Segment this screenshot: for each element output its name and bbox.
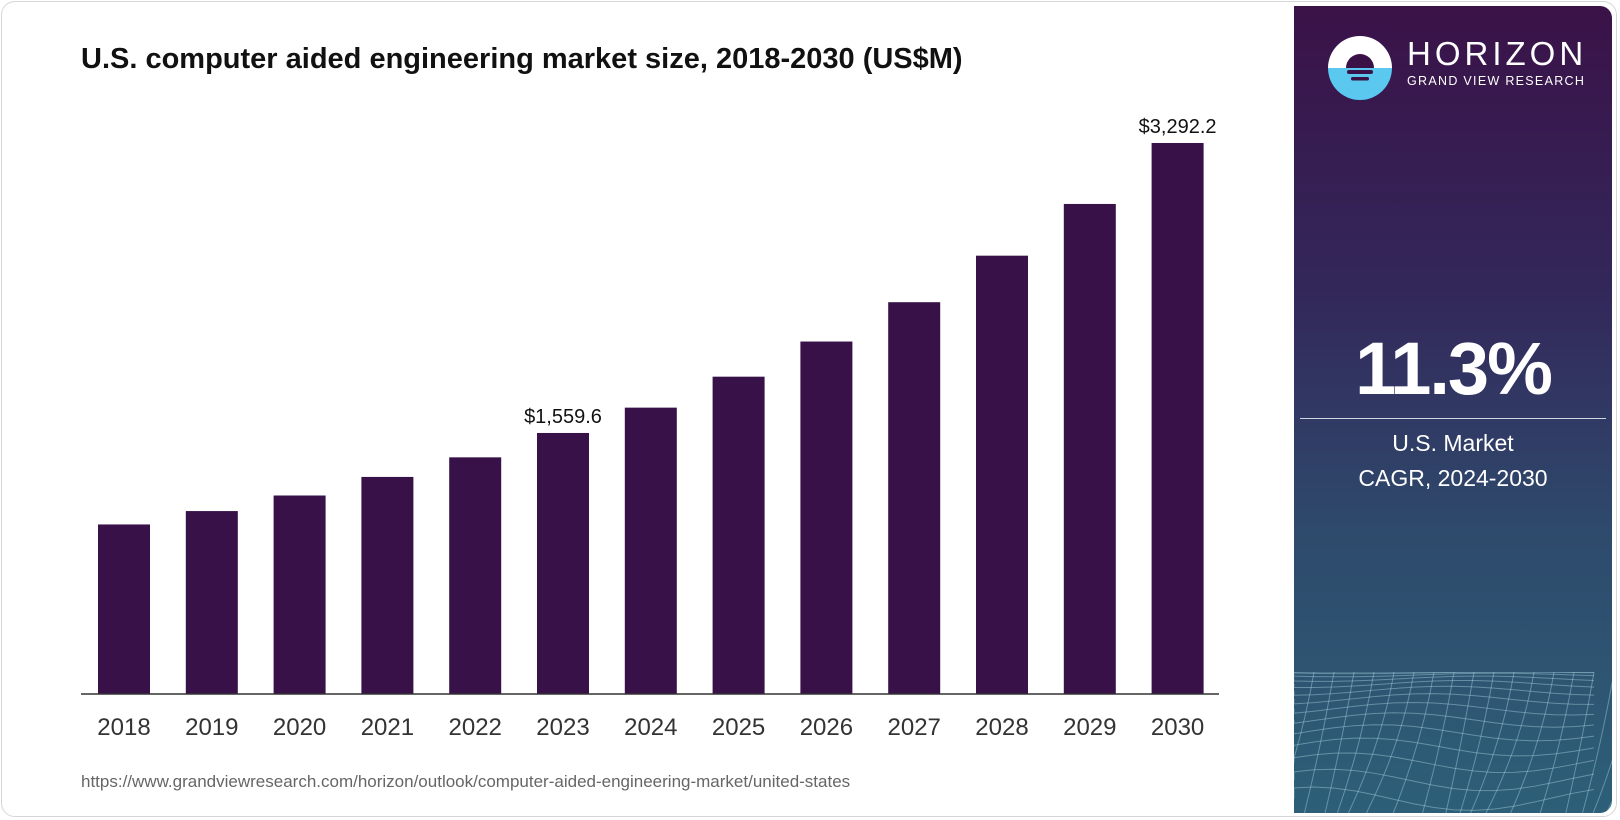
mesh-line (1539, 672, 1575, 813)
mesh-line (1294, 768, 1595, 792)
mesh-line (1294, 752, 1595, 773)
mesh-line (1324, 672, 1355, 813)
cagr-label-market: U.S. Market (1392, 430, 1514, 456)
x-tick-label: 2030 (1151, 714, 1204, 741)
brand-sub: GRAND VIEW RESEARCH (1407, 74, 1586, 88)
data-label: $3,292.2 (1139, 116, 1217, 138)
mesh-line (1459, 672, 1495, 813)
mesh-line (1365, 672, 1415, 813)
side-panel: HORIZON GRAND VIEW RESEARCH 11.3% U.S. M… (1294, 6, 1612, 813)
bar-2030 (1151, 143, 1204, 694)
source-url[interactable]: https://www.grandviewresearch.com/horizo… (81, 772, 851, 791)
bar-2018 (98, 524, 150, 694)
chart-title: U.S. computer aided engineering market s… (81, 43, 963, 75)
bar-2026 (800, 341, 853, 694)
bar-2027 (888, 302, 941, 694)
horizon-logo-icon (1328, 36, 1392, 100)
bar-2021 (361, 476, 414, 694)
mesh-line (1470, 672, 1515, 813)
mesh-line (1347, 672, 1395, 813)
mesh-line (1294, 685, 1595, 696)
mesh-line (1294, 737, 1595, 757)
x-tick-label: 2022 (449, 714, 502, 741)
mesh-line (1445, 672, 1475, 813)
x-tick-label: 2028 (975, 714, 1028, 741)
mesh-line (1294, 724, 1595, 742)
mesh-line (1294, 672, 1595, 675)
bar-2019 (185, 511, 238, 694)
x-tick-label: 2018 (97, 714, 150, 741)
mesh-line (1485, 672, 1535, 813)
mesh-line (1294, 712, 1595, 728)
data-label: $1,559.6 (524, 406, 602, 428)
mesh-line (1336, 672, 1375, 813)
mesh-line (1294, 679, 1595, 689)
bar-2020 (273, 495, 326, 694)
cagr-value: 11.3% (1355, 327, 1553, 410)
mesh-line (1422, 672, 1455, 813)
bar-2024 (624, 407, 677, 694)
mesh-line (1392, 672, 1435, 813)
mesh-line (1294, 675, 1595, 682)
cagr-label-period: CAGR, 2024-2030 (1358, 465, 1548, 491)
x-tick-label: 2027 (888, 714, 941, 741)
divider (1300, 418, 1606, 419)
bar-2029 (1063, 203, 1116, 694)
bar-2023 (537, 432, 589, 694)
mesh-line (1294, 672, 1595, 678)
mesh-line (1303, 672, 1335, 813)
x-tick-label: 2020 (273, 714, 326, 741)
mesh-line (1510, 672, 1555, 813)
x-tick-label: 2029 (1063, 714, 1116, 741)
bar-2025 (712, 376, 765, 694)
mesh-line (1592, 759, 1612, 813)
mesh-line (1605, 800, 1612, 813)
mesh-line (1565, 672, 1595, 813)
mesh-line (1294, 672, 1315, 761)
mesh-line (1294, 693, 1595, 705)
bar-2022 (449, 457, 502, 694)
bar-2028 (976, 255, 1028, 694)
mesh-line (1294, 701, 1595, 716)
mesh-line (1582, 680, 1612, 813)
x-tick-label: 2023 (536, 714, 589, 741)
x-tick-label: 2024 (624, 714, 677, 741)
brand-name: HORIZON (1407, 35, 1588, 72)
mesh-line (1294, 786, 1595, 811)
x-tick-label: 2019 (185, 714, 238, 741)
x-tick-label: 2025 (712, 714, 765, 741)
mesh-decoration (1294, 672, 1612, 813)
x-tick-label: 2021 (361, 714, 414, 741)
bar-chart: 2018 2019 2020 2021 2022 2023 $1,559.6 2024 2025… (81, 116, 1219, 741)
x-tick-label: 2026 (800, 714, 853, 741)
